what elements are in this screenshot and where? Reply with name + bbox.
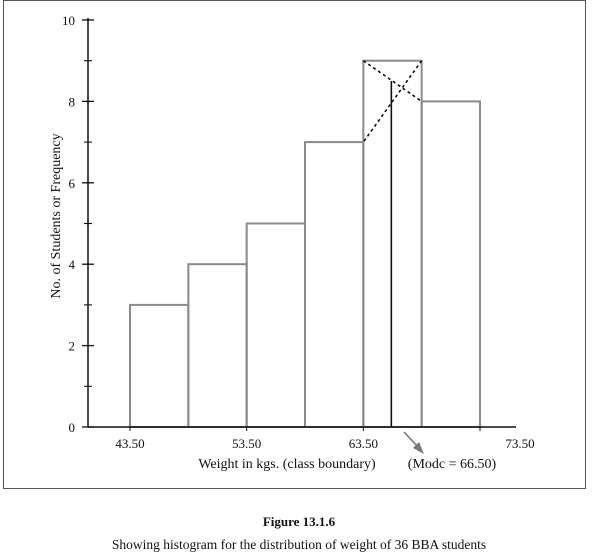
y-tick-label-4: 4 bbox=[69, 257, 76, 272]
y-tick-label-8: 8 bbox=[69, 94, 76, 109]
figure-caption-text: Showing histogram for the distribution o… bbox=[111, 537, 487, 552]
mode-construction bbox=[362, 60, 424, 454]
mode-arrow-head bbox=[413, 442, 424, 454]
histogram-bar-1 bbox=[129, 303, 190, 428]
mode-diagonal-left bbox=[362, 60, 423, 103]
ticks-layer: 0 2 4 6 8 10 43.50 53.50 63.50 73.50 bbox=[62, 13, 535, 451]
mode-label: (Modc = 66.50) bbox=[408, 457, 497, 472]
y-tick-label-6: 6 bbox=[69, 176, 76, 191]
x-tick-label-53.50: 53.50 bbox=[232, 436, 261, 451]
y-tick-label-2: 2 bbox=[69, 339, 76, 354]
x-tick-label-63.50: 63.50 bbox=[349, 436, 378, 451]
histogram-bar-4 bbox=[304, 141, 365, 428]
histogram-bar-6 bbox=[420, 100, 481, 429]
x-tick-label-43.50: 43.50 bbox=[115, 436, 144, 451]
y-tick-label-10: 10 bbox=[62, 13, 75, 28]
mode-diagonal-right bbox=[362, 60, 423, 143]
histogram-chart: 0 2 4 6 8 10 43.50 53.50 63.50 73.50 Weight in kg… bbox=[49, 13, 535, 472]
histogram-bar-2 bbox=[187, 263, 248, 429]
labels-layer: Weight in kgs. (class boundary) No. of S… bbox=[49, 133, 497, 472]
figure-frame bbox=[3, 0, 586, 489]
axes-layer bbox=[87, 18, 516, 428]
bars-layer bbox=[129, 59, 481, 429]
y-tick-label-0: 0 bbox=[69, 420, 76, 435]
y-axis-title: No. of Students or Frequency bbox=[49, 133, 64, 298]
histogram-bar-3 bbox=[245, 222, 307, 428]
x-axis-title: Weight in kgs. (class boundary) bbox=[198, 457, 376, 472]
figure-caption-label: Figure 13.1.6 bbox=[262, 514, 336, 529]
x-tick-label-73.50: 73.50 bbox=[505, 436, 534, 451]
histogram-bar-5 bbox=[362, 59, 423, 428]
